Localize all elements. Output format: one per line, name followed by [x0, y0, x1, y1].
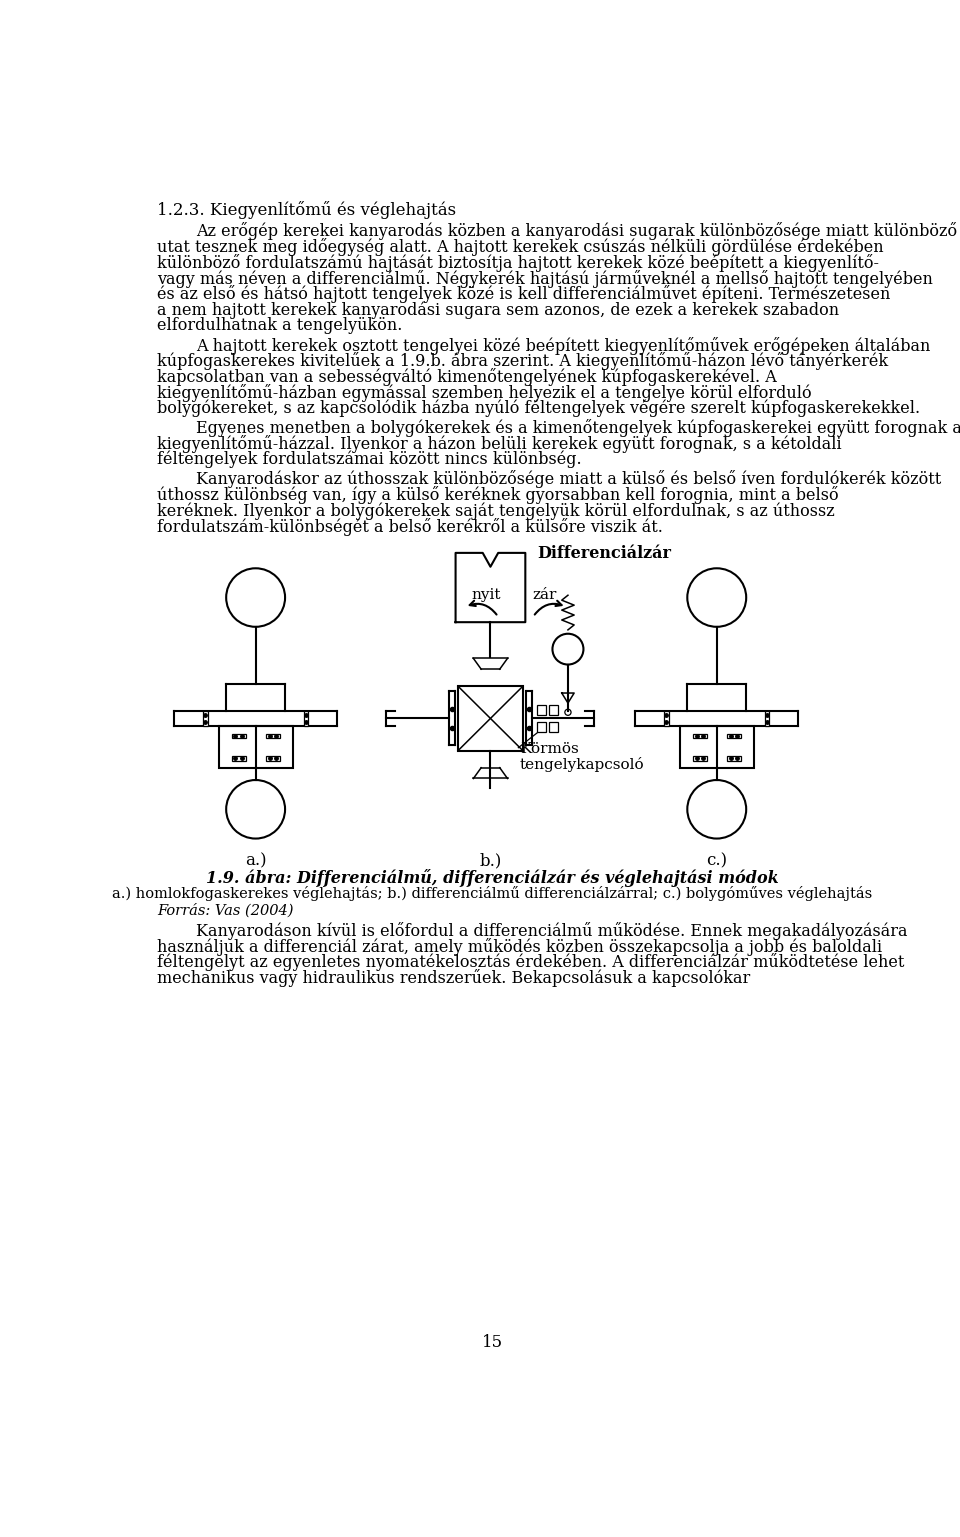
- Bar: [727, 756, 741, 761]
- Bar: [203, 710, 207, 725]
- Bar: [266, 733, 279, 738]
- Bar: [537, 705, 546, 715]
- Text: Kanyarodáskor az úthosszak különbözősége miatt a külső és belső íven fordulókeré: Kanyarodáskor az úthosszak különbözősége…: [196, 470, 941, 489]
- Text: kiegyenlítőmű-házban egymással szemben helyezik el a tengelye körül elforduló: kiegyenlítőmű-házban egymással szemben h…: [157, 384, 812, 401]
- Text: vagy más néven a differenciálmű. Négykerék hajtású járműveknél a mellső hajtott : vagy más néven a differenciálmű. Négyker…: [157, 269, 933, 287]
- Text: a nem hajtott kerekek kanyarodási sugara sem azonos, de ezek a kerekek szabadon: a nem hajtott kerekek kanyarodási sugara…: [157, 301, 839, 318]
- Bar: [727, 733, 741, 738]
- Text: zár: zár: [533, 587, 557, 601]
- Bar: [231, 756, 246, 761]
- Text: 15: 15: [481, 1334, 503, 1351]
- Bar: [266, 756, 279, 761]
- Bar: [548, 705, 558, 715]
- Bar: [219, 725, 293, 768]
- Text: a.) homlokfogaskerekes véglehajtás; b.) differenciálmű differenciálzárral; c.) b: a.) homlokfogaskerekes véglehajtás; b.) …: [112, 887, 872, 901]
- Bar: [537, 722, 546, 732]
- Text: Egyenes menetben a bolygókerekek és a kimenőtengelyek kúpfogaskerekei együtt for: Egyenes menetben a bolygókerekek és a ki…: [196, 420, 960, 438]
- Bar: [765, 710, 770, 725]
- Text: tengelykapcsoló: tengelykapcsoló: [520, 756, 644, 772]
- Bar: [548, 722, 558, 732]
- Text: nyit: nyit: [471, 587, 501, 601]
- Text: használjuk a differenciál zárat, amely működés közben összekapcsolja a jobb és b: használjuk a differenciál zárat, amely m…: [157, 938, 882, 956]
- Text: b.): b.): [479, 853, 502, 870]
- Bar: [693, 733, 707, 738]
- Text: úthossz különbség van, így a külső keréknek gyorsabban kell forognia, mint a bel: úthossz különbség van, így a külső kerék…: [157, 486, 839, 504]
- Text: mechanikus vagy hidraulikus rendszerűek. Bekapcsolásuk a kapcsolókar: mechanikus vagy hidraulikus rendszerűek.…: [157, 968, 751, 987]
- Circle shape: [227, 781, 285, 839]
- Bar: [231, 733, 246, 738]
- Bar: [681, 725, 754, 768]
- Text: 1.9. ábra: Differenciálmű, differenciálzár és véglehajtási módok: 1.9. ábra: Differenciálmű, differenciálz…: [205, 870, 779, 887]
- Text: Kanyarodáson kívül is előfordul a differenciálmű működése. Ennek megakadályozásá: Kanyarodáson kívül is előfordul a differ…: [196, 922, 907, 939]
- Text: féltengelyt az egyenletes nyomatékelosztás érdekében. A differenciálzár működtet: féltengelyt az egyenletes nyomatékeloszt…: [157, 953, 904, 971]
- Text: Az erőgép kerekei kanyarodás közben a kanyarodási sugarak különbözősége miatt kü: Az erőgép kerekei kanyarodás közben a ka…: [196, 223, 957, 240]
- Text: Körmös: Körmös: [520, 741, 579, 756]
- Text: és az első és hátsó hajtott tengelyek közé is kell differenciálművet építeni. Te: és az első és hátsó hajtott tengelyek kö…: [157, 286, 891, 303]
- Circle shape: [564, 709, 571, 715]
- Text: kiegyenlítőmű-házzal. Ilyenkor a házon belüli kerekek együtt forognak, s a kétol: kiegyenlítőmű-házzal. Ilyenkor a házon b…: [157, 435, 842, 453]
- Text: féltengelyek fordulatszámai között nincs különbség.: féltengelyek fordulatszámai között nincs…: [157, 450, 582, 469]
- Text: különböző fordulatszámú hajtását biztosítja hajtott kerekek közé beépített a kie: különböző fordulatszámú hajtását biztosí…: [157, 254, 879, 272]
- Text: fordulatszám-különbségét a belső kerékről a külsőre viszik át.: fordulatszám-különbségét a belső kerékrő…: [157, 518, 663, 536]
- Circle shape: [227, 569, 285, 627]
- Bar: [458, 686, 523, 750]
- Circle shape: [552, 633, 584, 664]
- Circle shape: [687, 781, 746, 839]
- Text: utat tesznek meg időegység alatt. A hajtott kerekek csúszás nélküli gördülése ér: utat tesznek meg időegység alatt. A hajt…: [157, 238, 884, 257]
- Text: kúpfogaskerekes kivitelűek a 1.9.b. ábra szerint. A kiegyenlítőmű-házon lévő tán: kúpfogaskerekes kivitelűek a 1.9.b. ábra…: [157, 352, 888, 370]
- Bar: [303, 710, 308, 725]
- Text: 1.2.3. Kiegyenlítőmű és véglehajtás: 1.2.3. Kiegyenlítőmű és véglehajtás: [157, 201, 456, 220]
- Bar: [693, 756, 707, 761]
- Text: Forrás: Vas (2004): Forrás: Vas (2004): [157, 904, 294, 918]
- Bar: [664, 710, 669, 725]
- Text: keréknek. Ilyenkor a bolygókerekek saját tengelyük körül elfordulnak, s az úthos: keréknek. Ilyenkor a bolygókerekek saját…: [157, 503, 835, 520]
- Text: A hajtott kerekek osztott tengelyei közé beépített kiegyenlítőművek erőgépeken á: A hajtott kerekek osztott tengelyei közé…: [196, 337, 930, 355]
- Text: a.): a.): [245, 853, 267, 870]
- Text: elfordulhatnak a tengelyükön.: elfordulhatnak a tengelyükön.: [157, 317, 402, 334]
- Circle shape: [687, 569, 746, 627]
- Text: c.): c.): [707, 853, 728, 870]
- Text: bolygókereket, s az kapcsolódik házba nyúló féltengelyek végére szerelt kúpfogas: bolygókereket, s az kapcsolódik házba ny…: [157, 400, 921, 417]
- Text: Differenciálzár: Differenciálzár: [537, 546, 671, 563]
- Text: kapcsolatban van a sebességváltó kimenőtengelyének kúpfogaskerekével. A: kapcsolatban van a sebességváltó kimenőt…: [157, 367, 777, 386]
